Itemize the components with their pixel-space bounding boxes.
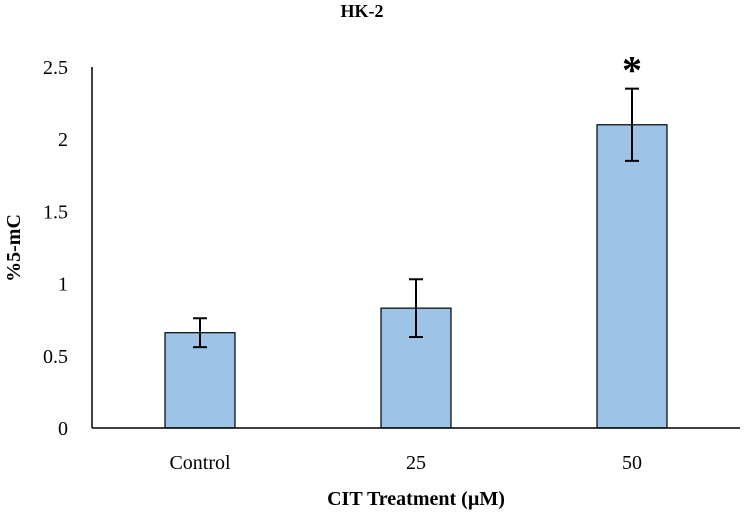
bar-control	[164, 332, 236, 429]
y-tick-label: 1.5	[43, 201, 68, 223]
bar-50	[596, 124, 668, 429]
x-tick-label: 25	[406, 452, 426, 474]
significance-marker: *	[622, 48, 642, 93]
y-tick-label: 0.5	[43, 346, 68, 368]
y-tick-label: 1	[58, 274, 68, 296]
plot-area: 0 0.5 1 1.5 2 2.5 Control 25 50 *	[43, 48, 668, 474]
x-axis-label: CIT Treatment (µM)	[327, 488, 505, 510]
y-axis-label: %5-mC	[3, 214, 25, 282]
x-tick-label: Control	[169, 452, 231, 474]
y-tick-label: 2.5	[43, 57, 68, 79]
y-tick-label: 2	[58, 129, 68, 151]
x-tick-label: 50	[622, 452, 642, 474]
chart-title: HK-2	[341, 1, 384, 21]
y-tick-label: 0	[58, 418, 68, 440]
